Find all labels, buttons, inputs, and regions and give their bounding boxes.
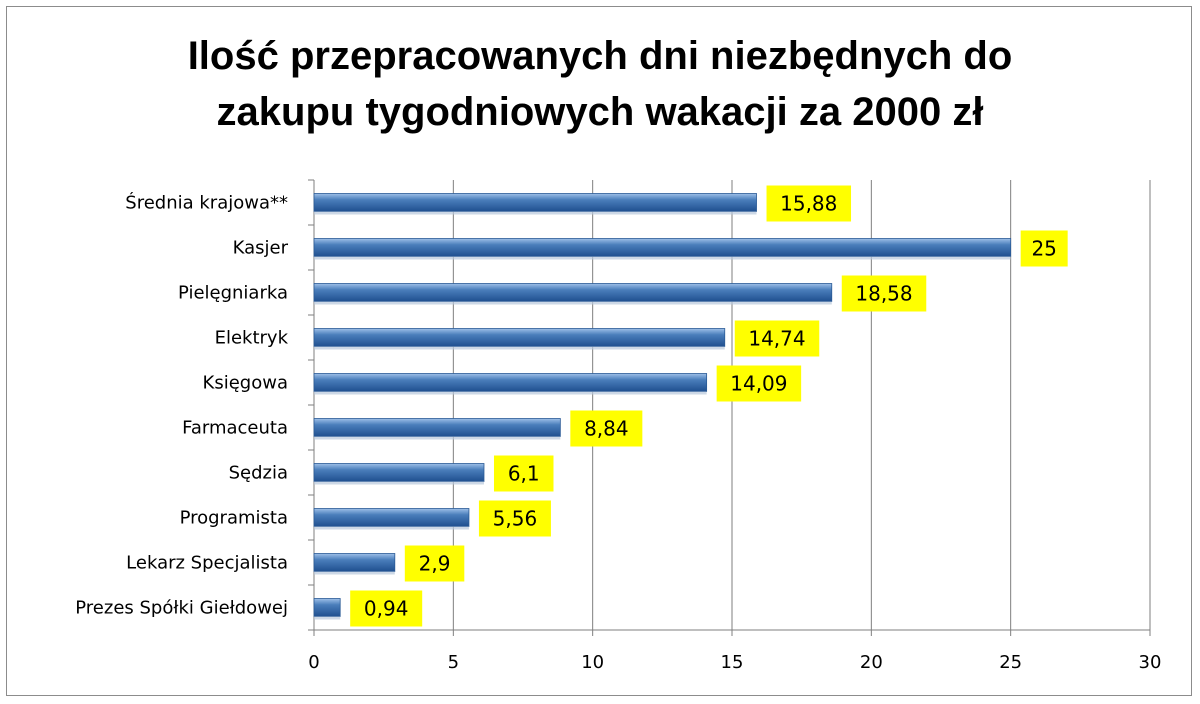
x-tick-label: 25 — [999, 652, 1022, 673]
bar — [313, 373, 708, 392]
data-label: 14,09 — [730, 372, 787, 396]
data-label: 0,94 — [364, 597, 409, 621]
data-label: 8,84 — [584, 417, 629, 441]
bar — [313, 553, 396, 572]
data-labels: 15,88 25 18,58 14,74 14,09 8,84 6,1 5,56 2,9 0,94 — [350, 185, 1068, 627]
data-label-background — [716, 365, 802, 402]
bar-shadow — [314, 616, 341, 620]
data-label: 5,56 — [493, 507, 538, 531]
chart-title-line-2: zakupu tygodniowych wakacji za 2000 zł — [216, 90, 984, 134]
x-tick-label: 5 — [448, 652, 459, 673]
category-label: Średnia krajowa** — [125, 192, 288, 214]
data-label: 6,1 — [508, 462, 540, 486]
data-label: 14,74 — [748, 327, 805, 351]
bar — [313, 238, 1012, 257]
chart-title-line-1: Ilość przepracowanych dni niezbędnych do — [187, 34, 1013, 78]
category-labels: Średnia krajowa** Kasjer Pielęgniarka Elekt… — [75, 192, 288, 619]
bar-shadow — [314, 391, 707, 395]
x-tick-labels: 0 5 10 15 20 25 30 — [308, 652, 1161, 673]
data-label-background — [766, 185, 852, 222]
x-tick-label: 0 — [308, 652, 319, 673]
category-label: Księgowa — [203, 373, 288, 394]
data-label-background — [841, 275, 927, 312]
x-tick-label: 15 — [721, 652, 744, 673]
data-label-background — [350, 590, 423, 627]
category-label: Lekarz Specjalista — [126, 553, 288, 574]
bar-shadow — [314, 436, 561, 440]
data-label: 2,9 — [419, 552, 451, 576]
data-label-background — [404, 545, 465, 582]
bar — [313, 598, 341, 617]
category-label: Prezes Spółki Giełdowej — [75, 598, 288, 619]
category-label: Pielęgniarka — [178, 283, 288, 304]
data-label-background — [478, 500, 551, 537]
bar — [313, 283, 833, 302]
bar — [313, 328, 726, 347]
category-label: Elektryk — [215, 328, 289, 349]
data-label-background — [734, 320, 820, 357]
bar-shadow — [314, 526, 469, 530]
chart-frame — [6, 6, 1192, 696]
bar — [313, 508, 470, 527]
data-label-background — [1020, 230, 1068, 267]
bar-shadow — [314, 571, 395, 575]
data-label-background — [493, 455, 554, 492]
bars — [313, 193, 1012, 620]
data-label-background — [570, 410, 643, 447]
bar-shadow — [314, 256, 1011, 260]
bar-shadow — [314, 346, 725, 350]
category-label: Sędzia — [229, 463, 288, 484]
category-label: Farmaceuta — [182, 418, 288, 439]
bar — [313, 418, 561, 437]
data-label: 15,88 — [780, 192, 837, 216]
category-label: Programista — [180, 508, 288, 529]
chart-title: Ilość przepracowanych dni niezbędnych do… — [0, 28, 1200, 140]
x-tick-label: 10 — [581, 652, 604, 673]
bar — [313, 193, 757, 212]
bar-shadow — [314, 301, 832, 305]
bar-shadow — [314, 481, 484, 485]
x-tick-label: 20 — [860, 652, 883, 673]
bar-shadow — [314, 211, 757, 215]
category-label: Kasjer — [233, 238, 289, 259]
data-label: 18,58 — [855, 282, 912, 306]
bar — [313, 463, 485, 482]
x-tick-label: 30 — [1139, 652, 1162, 673]
data-label: 25 — [1031, 237, 1056, 261]
